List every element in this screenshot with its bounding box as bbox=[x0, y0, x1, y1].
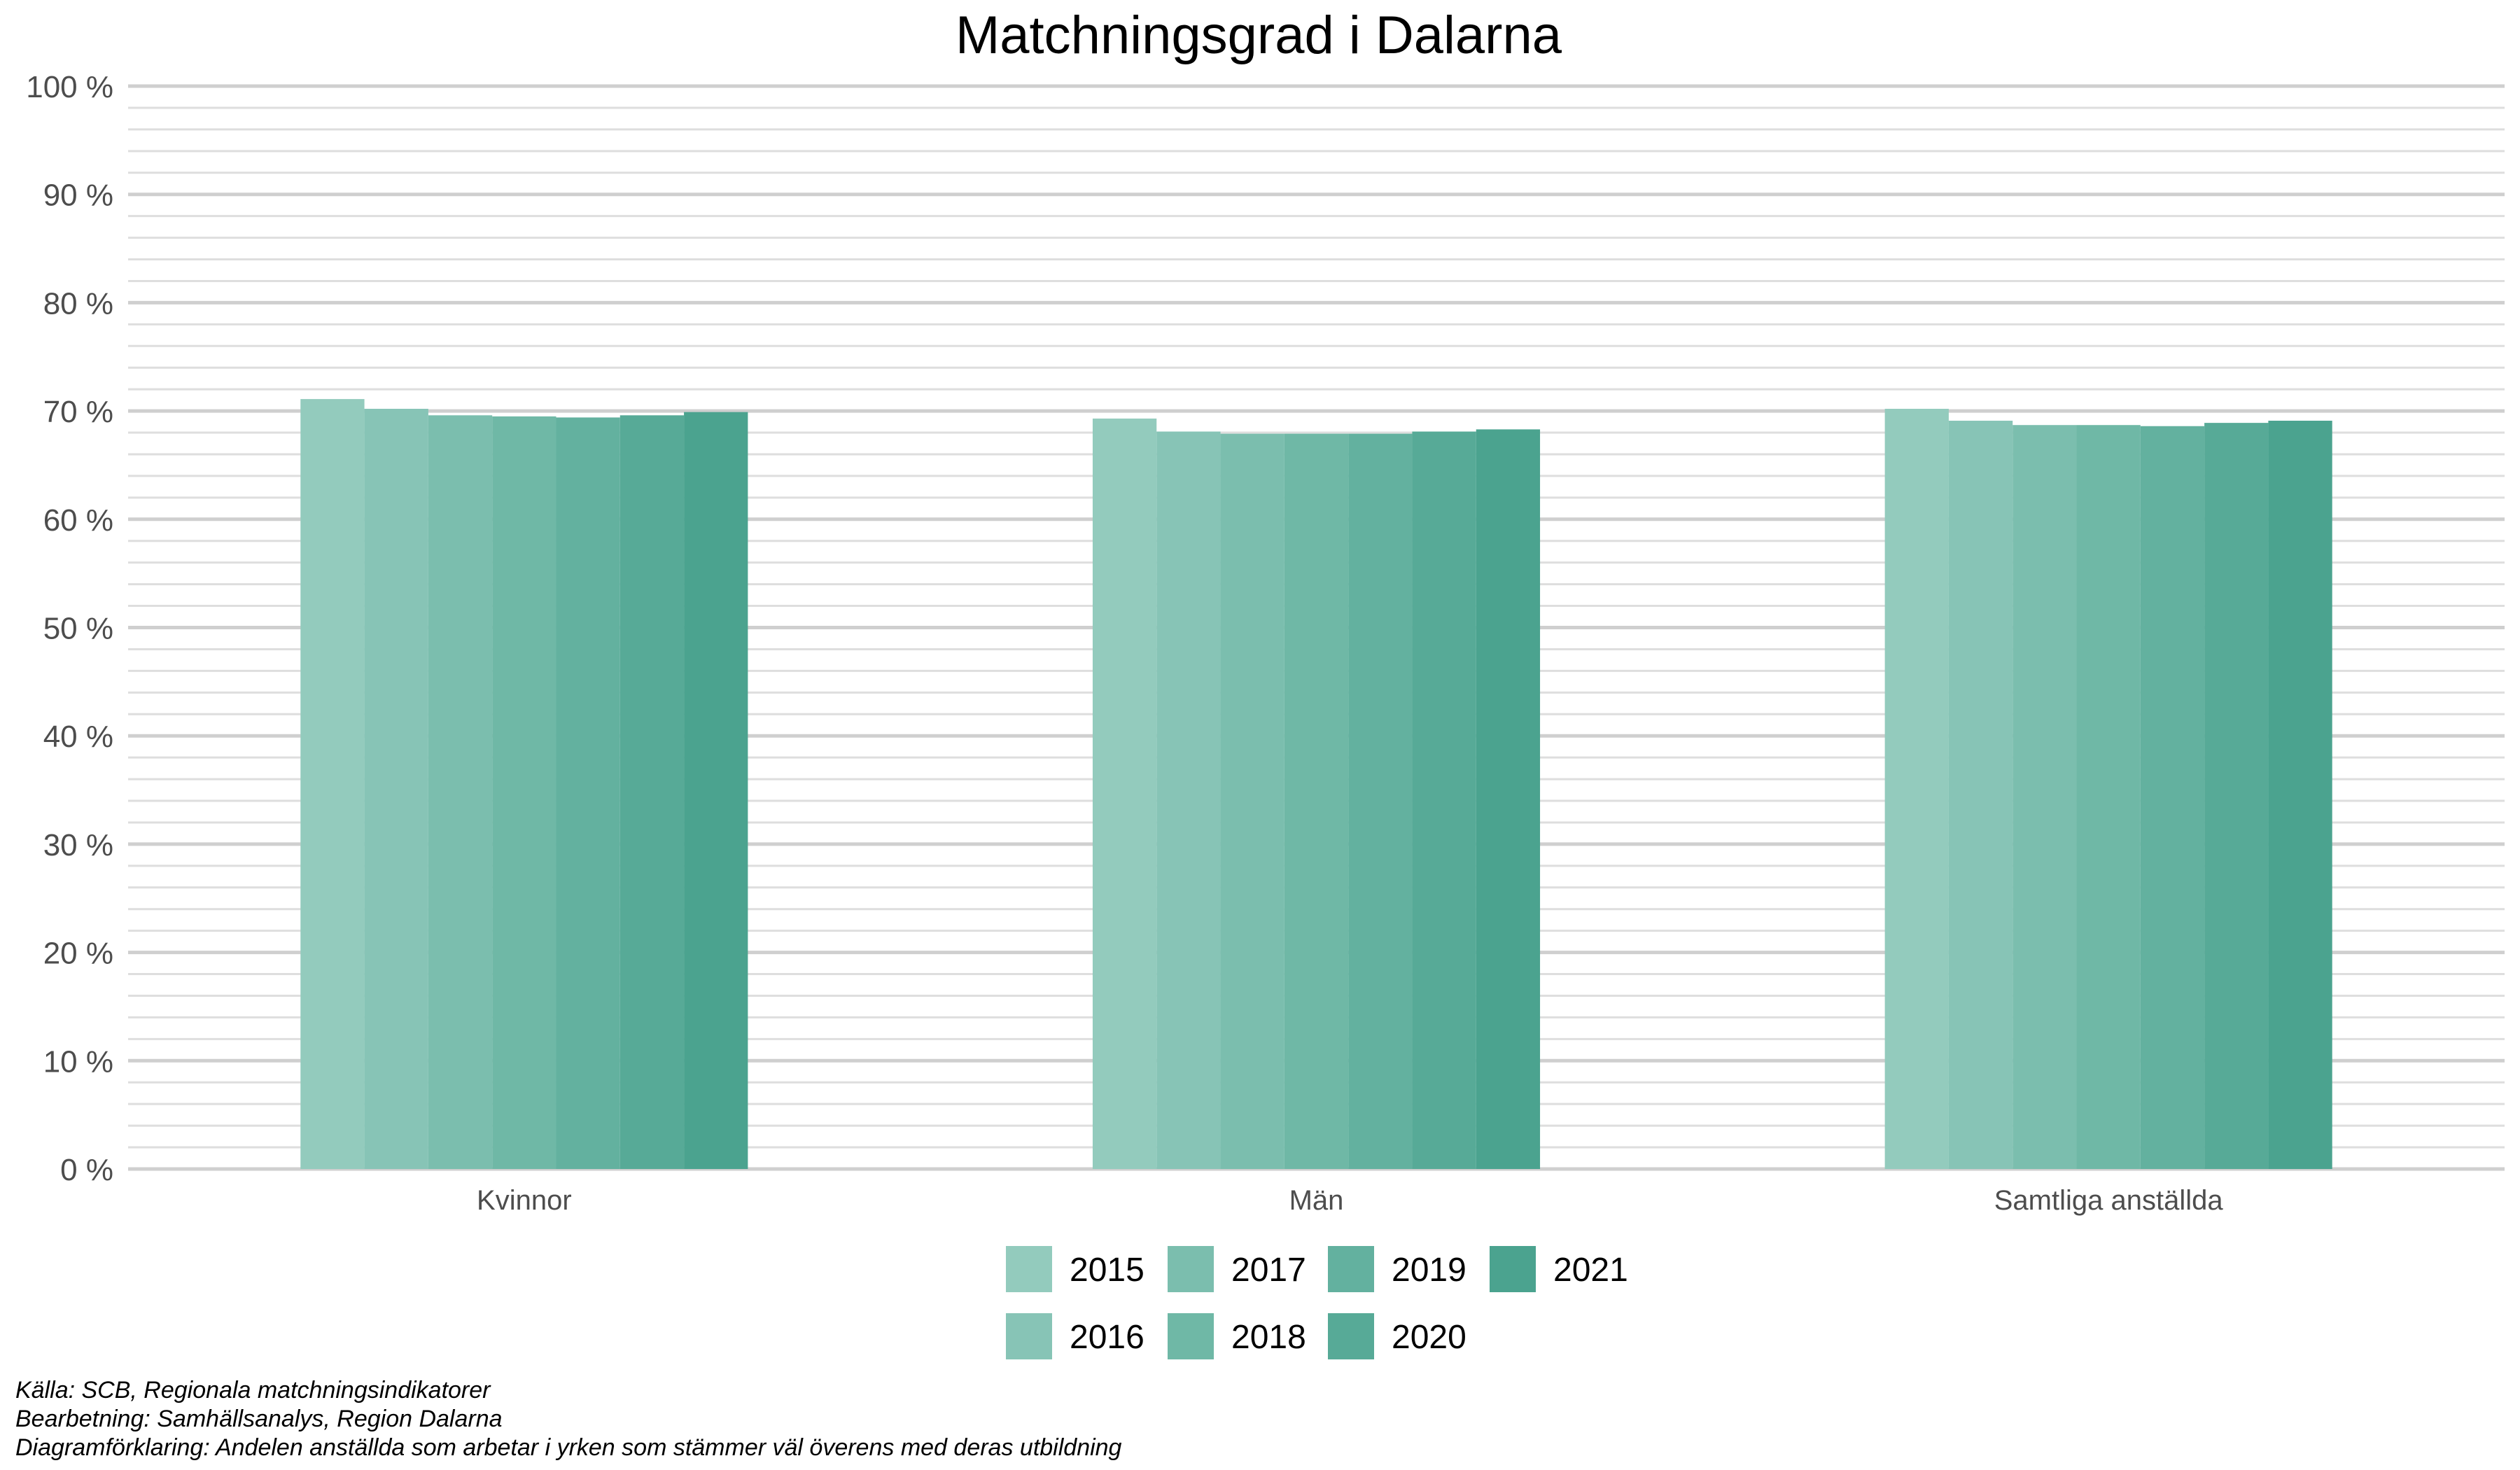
bar-2015 bbox=[1884, 409, 1949, 1169]
y-tick-label: 40 % bbox=[43, 720, 113, 754]
legend-key-2017 bbox=[1168, 1246, 1214, 1292]
legend-label: 2019 bbox=[1392, 1252, 1466, 1289]
bar-2018 bbox=[492, 416, 556, 1170]
legend-key-2021 bbox=[1490, 1246, 1536, 1292]
legend-label: 2017 bbox=[1231, 1252, 1306, 1289]
legend: 2015 2016 2017 2018 2019 2020 2021 bbox=[1006, 1246, 1628, 1359]
chart-title: Matchningsgrad i Dalarna bbox=[955, 6, 1562, 65]
captions: Källa: SCB, Regionala matchningsindikato… bbox=[15, 1377, 1122, 1461]
legend-label: 2018 bbox=[1231, 1319, 1306, 1356]
legend-label: 2015 bbox=[1070, 1252, 1144, 1289]
bar-2019 bbox=[1348, 433, 1413, 1170]
legend-key-2018 bbox=[1168, 1313, 1214, 1359]
bar-2015 bbox=[300, 399, 365, 1169]
y-tick-label: 100 % bbox=[26, 70, 113, 104]
y-axis: 0 % 10 % 20 % 30 % 40 % 50 % 60 % 70 % 80 % 90 % 1… bbox=[26, 70, 113, 1187]
bar-2017 bbox=[428, 415, 493, 1169]
y-tick-label: 70 % bbox=[43, 395, 113, 429]
x-axis: Kvinnor Män Samtliga anställda bbox=[477, 1185, 2223, 1216]
x-tick-label: Kvinnor bbox=[477, 1185, 572, 1216]
legend-key-2020 bbox=[1328, 1313, 1374, 1359]
caption-processing: Bearbetning: Samhällsanalys, Region Dala… bbox=[15, 1406, 503, 1432]
legend-key-2016 bbox=[1006, 1313, 1052, 1359]
legend-key-2019 bbox=[1328, 1246, 1374, 1292]
bar-2016 bbox=[1948, 421, 2013, 1170]
y-tick-label: 50 % bbox=[43, 612, 113, 646]
y-tick-label: 90 % bbox=[43, 178, 113, 213]
y-tick-label: 20 % bbox=[43, 937, 113, 971]
y-tick-label: 0 % bbox=[60, 1153, 113, 1187]
bar-2021 bbox=[684, 412, 748, 1169]
y-tick-label: 30 % bbox=[43, 828, 113, 862]
bar-2020 bbox=[1412, 431, 1476, 1170]
bar-2019 bbox=[556, 417, 620, 1169]
bars bbox=[300, 399, 2332, 1170]
bar-2021 bbox=[2268, 421, 2332, 1170]
bar-2020 bbox=[2204, 423, 2269, 1170]
bar-2017 bbox=[1220, 433, 1284, 1170]
y-tick-label: 80 % bbox=[43, 286, 113, 321]
y-tick-label: 60 % bbox=[43, 503, 113, 538]
bar-2015 bbox=[1092, 418, 1157, 1170]
bar-2019 bbox=[2140, 426, 2205, 1169]
legend-label: 2021 bbox=[1553, 1252, 1628, 1289]
caption-explanation: Diagramförklaring: Andelen anställda som… bbox=[15, 1434, 1122, 1461]
bar-2018 bbox=[1284, 433, 1349, 1170]
bar-2016 bbox=[364, 409, 428, 1169]
caption-source: Källa: SCB, Regionala matchningsindikato… bbox=[15, 1377, 491, 1404]
x-tick-label: Män bbox=[1289, 1185, 1344, 1216]
legend-label: 2016 bbox=[1070, 1319, 1144, 1356]
bar-2018 bbox=[2076, 425, 2141, 1170]
bar-2020 bbox=[620, 415, 685, 1169]
x-tick-label: Samtliga anställda bbox=[1994, 1185, 2224, 1216]
legend-key-2015 bbox=[1006, 1246, 1052, 1292]
bar-2017 bbox=[2012, 425, 2077, 1170]
bar-2021 bbox=[1476, 429, 1541, 1170]
y-tick-label: 10 % bbox=[43, 1044, 113, 1079]
legend-label: 2020 bbox=[1392, 1319, 1466, 1356]
bar-2016 bbox=[1156, 431, 1221, 1170]
